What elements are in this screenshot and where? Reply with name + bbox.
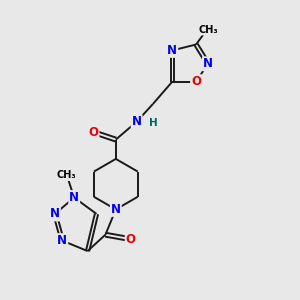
- Text: O: O: [126, 233, 136, 246]
- Text: N: N: [57, 234, 67, 247]
- Text: O: O: [88, 126, 98, 139]
- Text: CH₃: CH₃: [57, 170, 76, 180]
- Text: O: O: [191, 75, 201, 88]
- Text: N: N: [111, 203, 121, 216]
- Text: N: N: [50, 207, 60, 220]
- Text: H: H: [148, 118, 157, 128]
- Text: CH₃: CH₃: [198, 25, 218, 34]
- Text: N: N: [203, 57, 213, 70]
- Text: N: N: [132, 115, 142, 128]
- Text: N: N: [167, 44, 177, 57]
- Text: N: N: [69, 191, 79, 204]
